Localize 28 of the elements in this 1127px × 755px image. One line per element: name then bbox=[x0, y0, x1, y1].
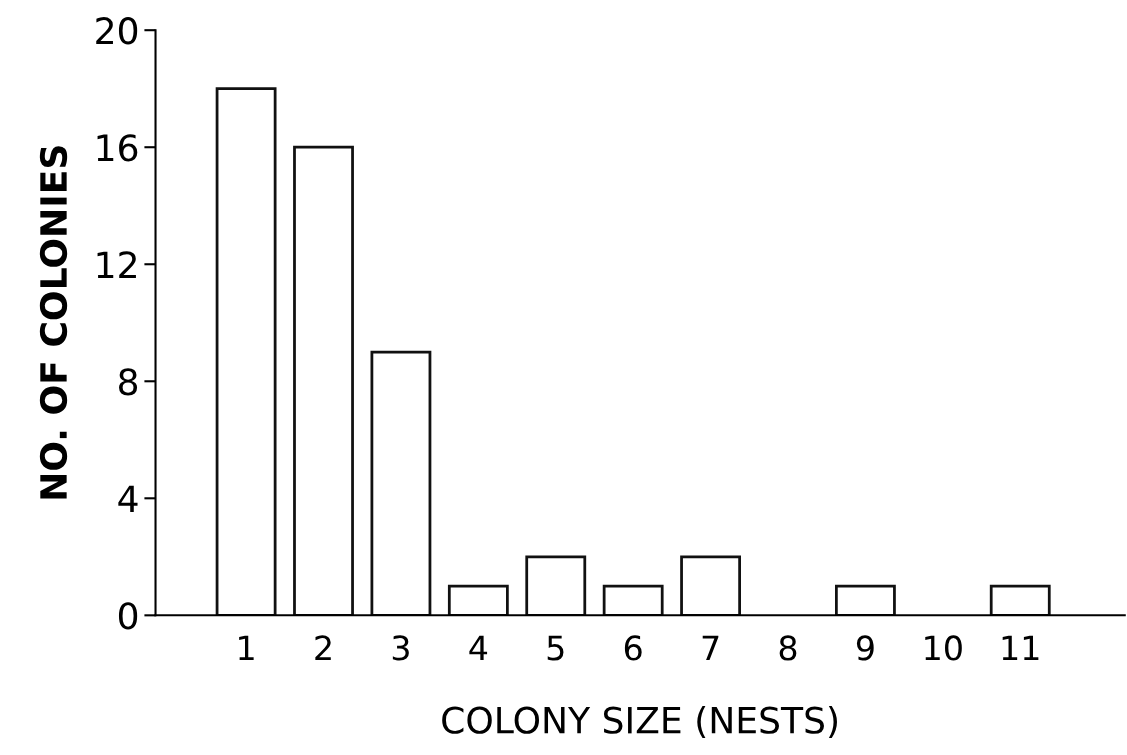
x-tick-label: 11 bbox=[1002, 635, 1039, 661]
x-tick-label: 10 bbox=[925, 635, 962, 661]
x-tick-label: 1 bbox=[239, 635, 254, 661]
y-tick-label: 4 bbox=[118, 485, 138, 513]
x-tick-label: 4 bbox=[469, 635, 488, 661]
x-tick-label: 6 bbox=[624, 635, 642, 661]
bar bbox=[447, 584, 509, 616]
y-tick-label: 8 bbox=[119, 368, 138, 396]
x-tick-label: 8 bbox=[779, 635, 797, 661]
y-tick-label: 0 bbox=[118, 602, 138, 630]
bar bbox=[215, 87, 277, 616]
x-tick-label: 3 bbox=[392, 635, 409, 661]
bar bbox=[680, 555, 741, 616]
bar bbox=[370, 350, 432, 616]
y-tick-label: 16 bbox=[97, 134, 138, 162]
x-tick-label: 5 bbox=[547, 635, 564, 661]
y-tick-label: 20 bbox=[96, 17, 138, 45]
x-tick-label: 7 bbox=[702, 635, 719, 661]
bar bbox=[989, 584, 1051, 616]
y-axis-title: NO. OF COLONIES bbox=[39, 146, 68, 499]
bar bbox=[834, 584, 896, 616]
bar bbox=[525, 555, 587, 616]
bar bbox=[602, 584, 664, 616]
bar bbox=[293, 145, 354, 616]
x-axis-title: COLONY SIZE (NESTS) bbox=[442, 705, 837, 739]
x-tick-label: 2 bbox=[315, 635, 331, 661]
y-tick-label: 12 bbox=[97, 251, 136, 278]
x-tick-label: 9 bbox=[856, 635, 874, 661]
